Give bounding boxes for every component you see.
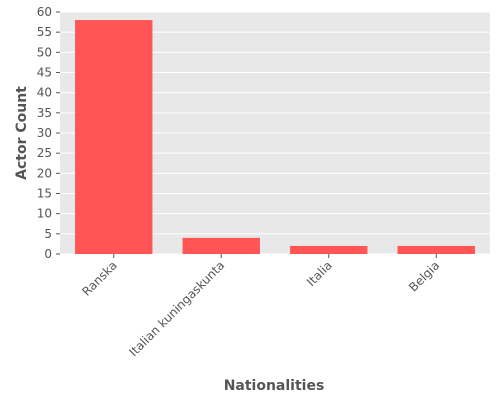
bar xyxy=(290,245,368,254)
bar xyxy=(397,245,475,254)
bar xyxy=(182,237,260,254)
y-axis-ticks: 0 5 10 15 20 25 30 35 40 45 50 55 60 xyxy=(37,5,60,261)
y-tick-label: 10 xyxy=(37,207,52,221)
x-axis-ticks: Ranska Italian kuningaskunta Italia Belgia xyxy=(79,254,442,359)
y-tick-label: 45 xyxy=(37,66,52,80)
y-tick-label: 55 xyxy=(37,25,52,39)
bar xyxy=(75,20,153,254)
y-tick-label: 25 xyxy=(37,146,52,160)
bars xyxy=(75,20,475,254)
x-axis-label: Nationalities xyxy=(224,378,325,394)
y-tick-label: 20 xyxy=(37,166,52,180)
y-tick-label: 40 xyxy=(37,86,52,100)
x-tick-label: Belgia xyxy=(406,258,442,294)
y-tick-label: 30 xyxy=(37,126,52,140)
y-tick-label: 15 xyxy=(37,187,52,201)
y-tick-label: 0 xyxy=(44,247,52,261)
y-tick-label: 5 xyxy=(44,227,52,241)
y-tick-label: 35 xyxy=(37,106,52,120)
x-tick-label: Italian kuningaskunta xyxy=(126,258,227,359)
y-axis-label: Actor Count xyxy=(14,86,30,180)
y-tick-label: 60 xyxy=(37,5,52,19)
x-tick-label: Italia xyxy=(304,258,335,289)
y-tick-label: 50 xyxy=(37,45,52,59)
x-tick-label: Ranska xyxy=(79,258,120,299)
